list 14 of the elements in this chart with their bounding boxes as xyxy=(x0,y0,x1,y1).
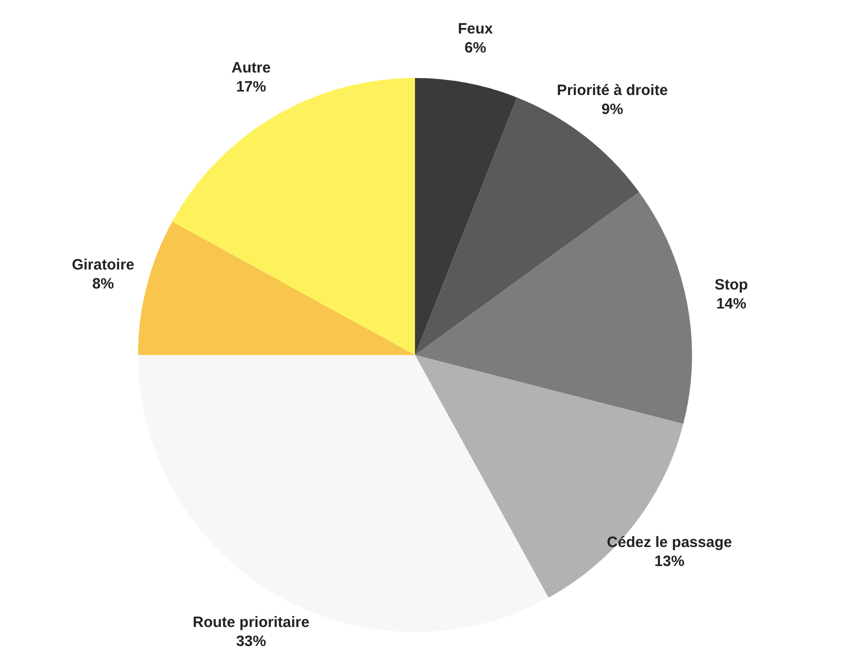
slice-label: Priorité à droite xyxy=(556,82,668,100)
data-label: 9% xyxy=(602,101,624,118)
slice-label: Stop xyxy=(714,276,748,294)
slice-label: Feux xyxy=(458,20,494,38)
slice-label: Cédez le passage xyxy=(606,534,732,551)
slice-label: Giratoire xyxy=(72,256,134,274)
data-label: 33% xyxy=(236,632,266,650)
data-label: 17% xyxy=(236,78,266,96)
slice-label: Autre xyxy=(232,59,271,76)
data-label: 8% xyxy=(92,276,114,293)
data-label: 14% xyxy=(716,295,746,312)
data-label: 13% xyxy=(654,552,684,570)
slice-label: Route prioritaire xyxy=(192,614,310,631)
data-label: 6% xyxy=(464,39,486,56)
